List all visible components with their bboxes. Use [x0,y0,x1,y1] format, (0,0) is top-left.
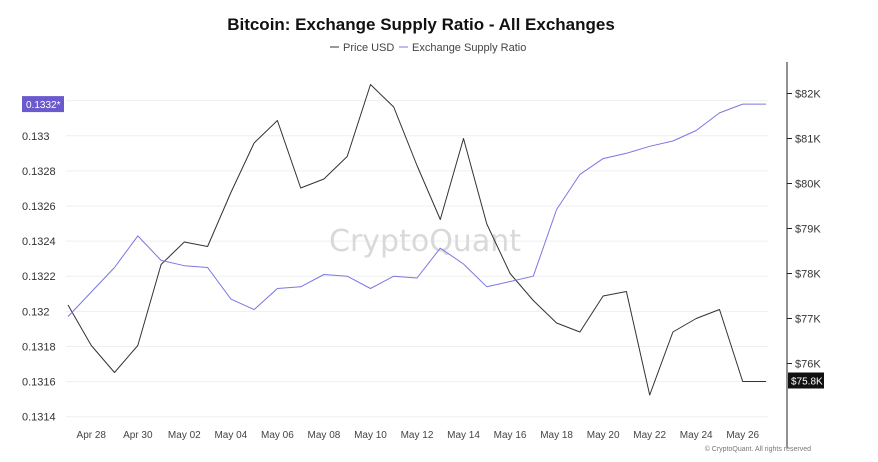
legend: Price USD Exchange Supply Ratio [330,42,526,54]
gridlines [66,100,768,418]
series-layer [67,84,766,396]
right-badge-box [788,372,824,389]
right-tick-label: $77K [795,314,821,326]
x-tick-label: May 20 [587,430,620,441]
x-tick-label: Apr 28 [77,430,107,441]
watermark: CryptoQuant [329,224,521,259]
x-tick-label: May 02 [168,430,201,441]
right-axis-ticks: $76K $77K $78K $79K $80K $81K $82K [787,89,821,371]
x-tick-label: May 12 [401,430,434,441]
left-tick-label: 0.132 [22,306,50,318]
x-tick-label: May 10 [354,430,387,441]
left-tick-label: 0.1316 [22,377,56,389]
x-axis-ticks: Apr 28 Apr 30 May 02 May 04 May 06 May 08 May … [77,430,760,441]
chart-title: Bitcoin: Exchange Supply Ratio - All Exc… [227,15,615,34]
x-tick-label: May 26 [726,430,759,441]
x-tick-label: May 18 [540,430,573,441]
left-tick-label: 0.1314 [22,412,56,424]
left-axis-ticks: 0.1314 0.1316 0.1318 0.132 0.1322 0.1324 0.132… [22,131,56,424]
x-tick-label: May 22 [633,430,666,441]
x-tick-label: May 16 [494,430,527,441]
x-tick-label: May 06 [261,430,294,441]
left-value-badge: 0.1332* [22,96,64,113]
legend-label-price: Price USD [343,42,394,54]
right-tick-label: $82K [795,89,821,101]
copyright-credit: © CryptoQuant. All rights reserved [705,445,811,453]
legend-label-ratio: Exchange Supply Ratio [412,42,526,54]
left-tick-label: 0.133 [22,131,50,143]
x-tick-label: Apr 30 [123,430,153,441]
right-tick-label: $81K [795,134,821,146]
left-tick-label: 0.1326 [22,201,56,213]
left-tick-label: 0.1322 [22,271,56,283]
right-badge-label: $75.8K [791,377,823,388]
right-tick-label: $80K [795,179,821,191]
x-tick-label: May 04 [214,430,247,441]
right-tick-label: $79K [795,224,821,236]
left-tick-label: 0.1328 [22,166,56,178]
exchange-supply-ratio-line [67,103,766,317]
x-tick-label: May 24 [680,430,713,441]
right-tick-label: $76K [795,359,821,371]
left-tick-label: 0.1318 [22,341,56,353]
left-tick-label: 0.1324 [22,236,56,248]
x-tick-label: May 14 [447,430,480,441]
right-tick-label: $78K [795,269,821,281]
price-usd-line [67,84,766,396]
x-tick-label: May 08 [308,430,341,441]
right-value-badge: $75.8K [788,372,824,389]
left-badge-box [22,96,64,113]
left-badge-label: 0.1332* [26,100,61,111]
